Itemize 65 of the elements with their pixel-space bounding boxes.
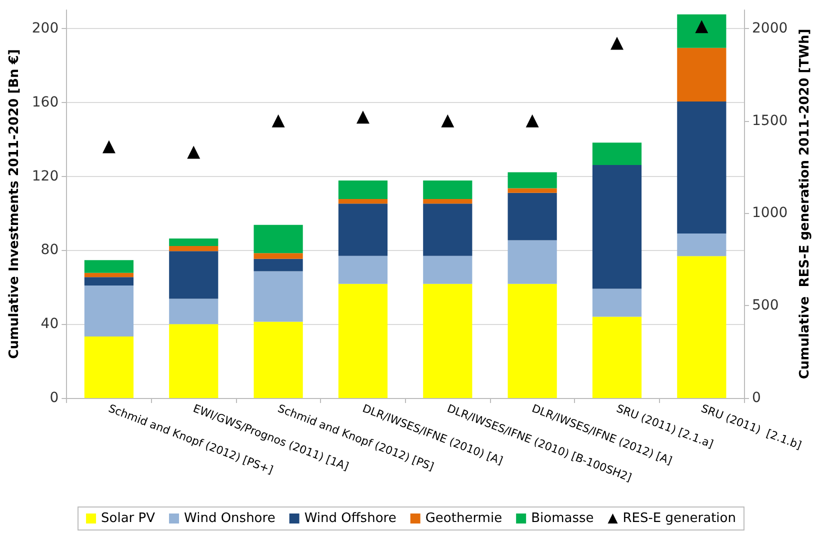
legend-label: Wind Offshore <box>304 511 396 526</box>
legend-label: Geothermie <box>425 511 502 526</box>
bar <box>677 48 726 102</box>
bar <box>592 316 642 398</box>
bar <box>677 256 726 398</box>
bar <box>254 271 303 322</box>
bar <box>338 180 388 200</box>
bar <box>677 14 726 48</box>
y2-tick-label: 1500 <box>752 112 788 129</box>
point <box>441 114 454 128</box>
bar <box>338 199 388 204</box>
bar <box>508 284 557 398</box>
bar <box>677 101 726 234</box>
bar <box>423 256 472 284</box>
y2-tick-label: 500 <box>752 298 779 314</box>
bar <box>338 284 388 398</box>
bar <box>592 165 642 289</box>
bar <box>677 234 726 256</box>
bar <box>338 204 388 256</box>
y-tick-label: 120 <box>32 168 59 184</box>
y2-tick-label: 2000 <box>752 20 788 36</box>
legend-label: Solar PV <box>101 511 156 526</box>
bar <box>508 188 557 193</box>
y-tick-label: 40 <box>40 316 59 332</box>
bar <box>169 246 218 252</box>
point <box>187 146 200 159</box>
bar <box>84 277 134 286</box>
bar <box>508 172 557 188</box>
bar <box>84 285 134 336</box>
bar <box>254 253 303 259</box>
bar <box>423 180 472 200</box>
bar <box>592 142 642 166</box>
y-axis-title: Cumulative Investments 2011-2020 [Bn €] <box>7 49 22 359</box>
bar <box>84 272 134 278</box>
y2-tick-label: 1000 <box>752 205 788 222</box>
bar <box>338 256 388 284</box>
legend-label: Biomasse <box>531 511 594 526</box>
bar <box>508 192 557 240</box>
y2-tick-label: 0 <box>752 390 761 406</box>
bar <box>254 258 303 272</box>
y2-axis-title: Cumulative RES-E generation 2011-2020 [TWh] <box>798 28 813 380</box>
bar <box>169 251 218 299</box>
bar <box>169 298 218 324</box>
legend-label: Wind Onshore <box>184 511 276 526</box>
point <box>102 140 116 154</box>
bar <box>423 199 472 204</box>
bar <box>423 204 472 256</box>
bar <box>84 336 134 398</box>
bar <box>592 288 642 317</box>
bar <box>169 324 218 398</box>
bar <box>169 238 218 246</box>
point <box>526 114 539 128</box>
point <box>356 110 370 124</box>
y-tick-label: 0 <box>50 390 59 406</box>
bar <box>423 284 472 398</box>
point <box>272 114 285 128</box>
bar <box>254 224 303 254</box>
legend-label: RES-E generation <box>622 511 736 526</box>
point <box>610 36 624 50</box>
bar <box>254 322 303 398</box>
y-tick-label: 200 <box>32 20 59 36</box>
y-tick-label: 160 <box>32 94 59 110</box>
bar <box>508 240 557 284</box>
y-tick-label: 80 <box>40 242 59 258</box>
bar <box>84 260 134 273</box>
